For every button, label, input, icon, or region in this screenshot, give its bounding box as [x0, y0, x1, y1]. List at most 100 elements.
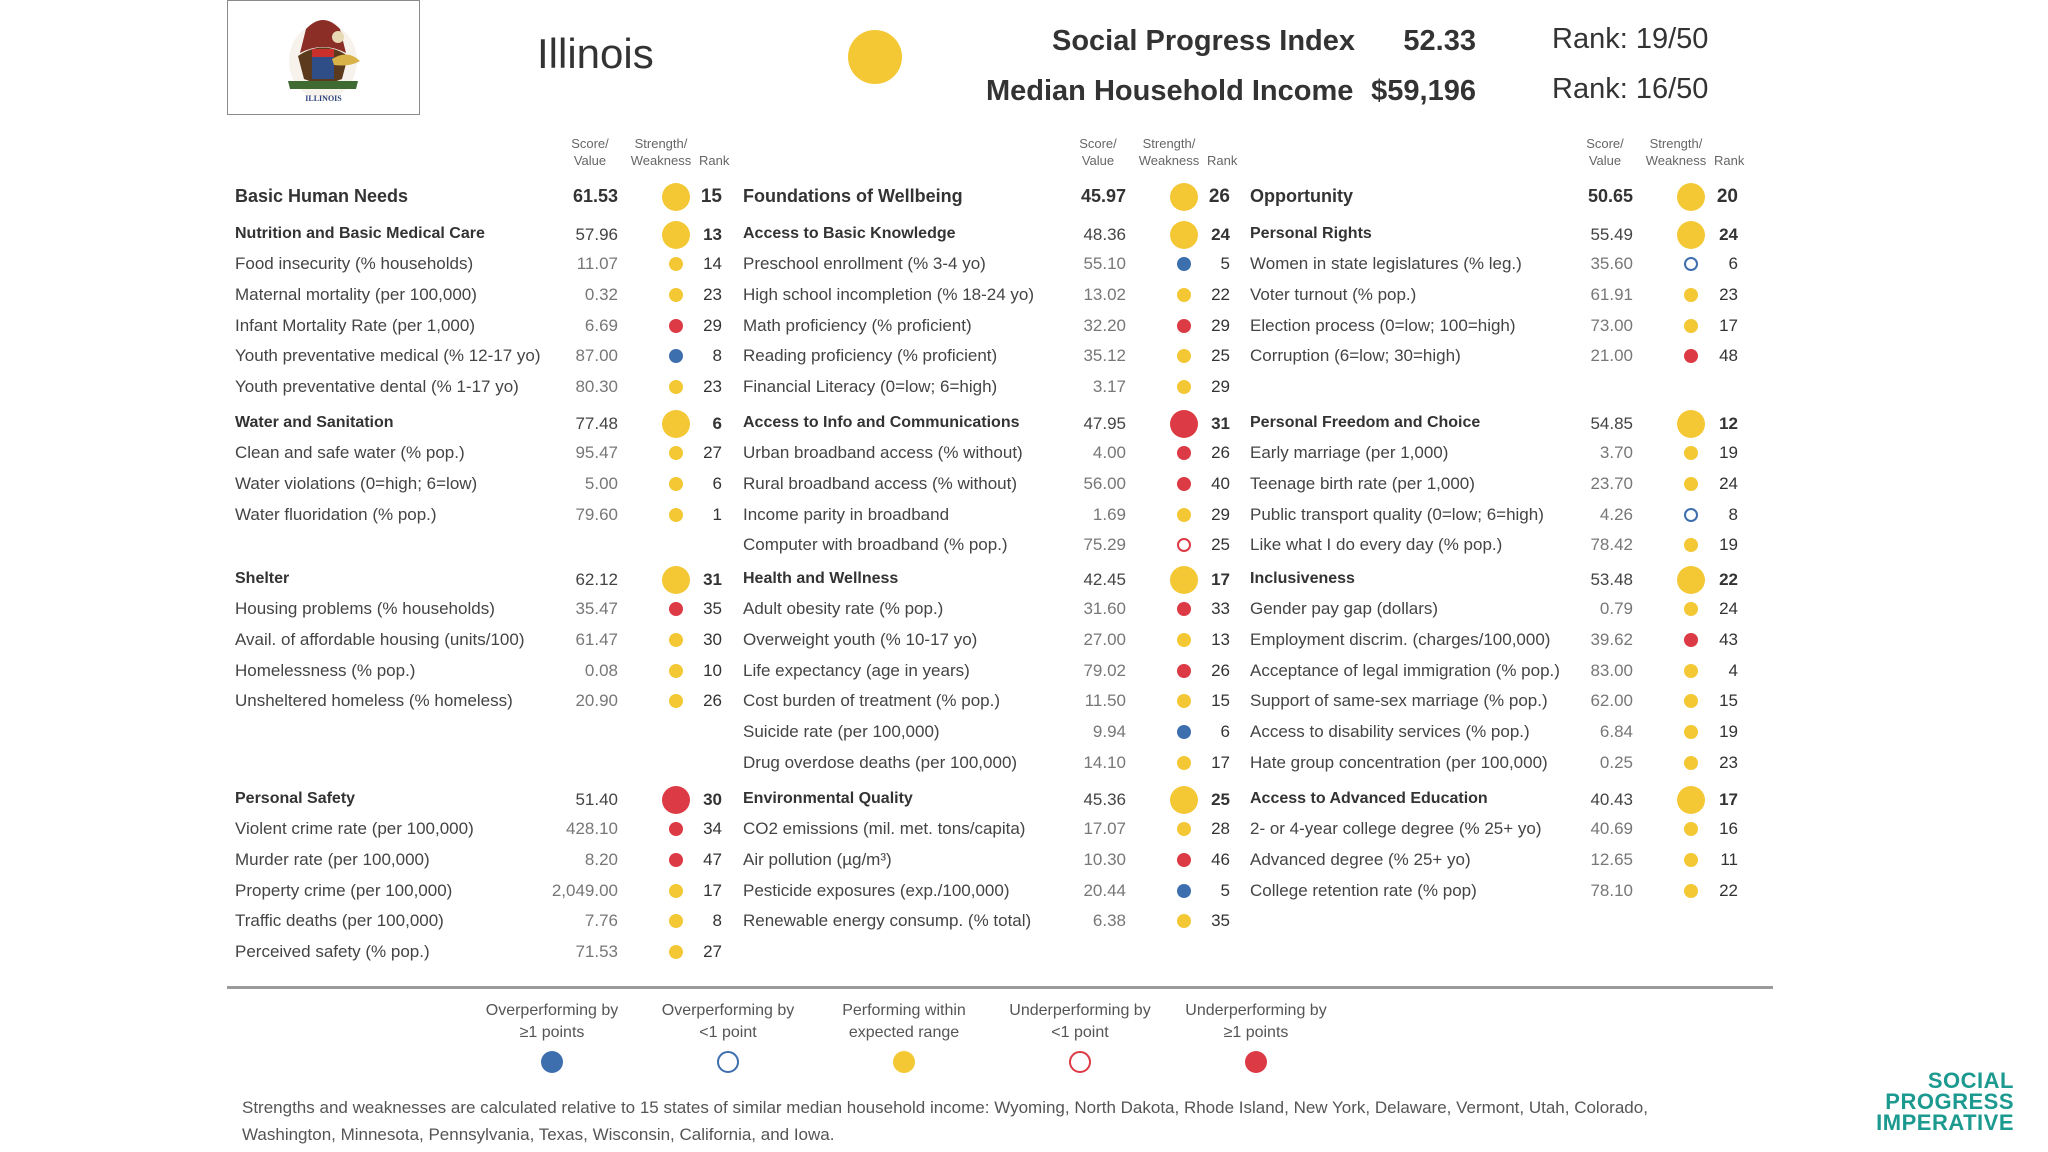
dimension-status-dot [1677, 183, 1705, 211]
indicator-value: 4.00 [1092, 443, 1126, 462]
indicator-status-dot [1684, 822, 1698, 836]
legend-label-line1: Overperforming by [485, 1002, 619, 1019]
indicator-rank: 29 [1211, 377, 1230, 397]
dimension-name: Foundations of Wellbeing [743, 186, 963, 206]
col-header-strength-l2: Weakness [1138, 153, 1200, 168]
indicator-status-dot [669, 349, 683, 364]
indicator-rank: 6 [1728, 254, 1738, 273]
indicator-value: 40.69 [1590, 819, 1633, 838]
indicator-rank: 16 [1719, 819, 1738, 838]
indicator-name: Voter turnout (% pop.) [1250, 284, 1417, 304]
indicator-rank: 17 [1211, 753, 1230, 772]
indicator-value: 79.02 [1083, 660, 1126, 680]
indicator-status-dot [1684, 756, 1698, 770]
indicator-name: Math proficiency (% proficient) [743, 315, 972, 335]
indicator-name: Housing problems (% households) [235, 599, 495, 618]
col-header-score-l1: Score/ [1586, 136, 1624, 151]
indicator-value: 3.17 [1092, 377, 1126, 397]
col-header-strength: Strength/Weakness [624, 135, 698, 169]
indicator-value: 80.30 [575, 377, 618, 397]
indicator-name: Advanced degree (% 25+ yo) [1250, 849, 1471, 869]
illinois-seal-icon [288, 20, 360, 99]
dimension-rank: 20 [1716, 186, 1738, 207]
indicator-value: 27.00 [1083, 629, 1126, 649]
indicator-status-dot [1684, 694, 1698, 709]
indicator-status-dot [669, 287, 683, 302]
indicator-status-dot [1684, 602, 1698, 616]
indicator-rank: 22 [1211, 284, 1230, 304]
indicator-value: 5.00 [584, 473, 618, 493]
indicator-value: 0.08 [584, 660, 618, 680]
col-header-strength-l1: Strength/ [1649, 136, 1703, 151]
indicator-value: 73.00 [1590, 315, 1633, 335]
indicator-rank: 46 [1211, 849, 1230, 869]
indicator-rank: 25 [1211, 346, 1230, 366]
indicator-rank: 23 [1719, 284, 1738, 304]
indicator-name: College retention rate (% pop) [1250, 880, 1477, 900]
indicator-name: Homelessness (% pop.) [235, 660, 416, 680]
legend-label: Underperforming by <1 point [990, 1000, 1170, 1044]
col-header-score-l2: Value [573, 153, 607, 168]
component-status-dot [1677, 786, 1705, 814]
indicator-value: 62.00 [1590, 691, 1633, 711]
indicator-name: Hate group concentration (per 100,000) [1250, 753, 1548, 772]
indicator-rank: 5 [1220, 254, 1230, 273]
indicator-rank: 19 [1719, 722, 1738, 742]
indicator-rank: 22 [1719, 880, 1738, 900]
indicator-status-dot [1177, 663, 1191, 678]
indicator-name: Infant Mortality Rate (per 1,000) [235, 315, 476, 335]
indicator-name: CO2 emissions (mil. met. tons/capita) [743, 819, 1026, 838]
indicator-rank: 11 [1720, 849, 1738, 869]
dimension-status-dot [662, 183, 690, 211]
indicator-status-dot [669, 663, 683, 678]
component-name: Personal Freedom and Choice [1250, 414, 1481, 431]
indicator-rank: 5 [1220, 880, 1230, 900]
indicator-status-dot [669, 632, 683, 647]
indicator-value: 35.47 [575, 599, 618, 618]
dimension-score: 45.97 [1080, 186, 1126, 206]
component-rank: 31 [703, 570, 722, 589]
legend-label-line1: Underperforming by [1009, 1002, 1151, 1019]
legend-dot [893, 1051, 915, 1073]
indicator-rank: 8 [1728, 504, 1738, 524]
indicator-status-dot [669, 694, 683, 709]
indicator-name: Life expectancy (age in years) [743, 660, 970, 680]
dimension-name: Basic Human Needs [235, 186, 409, 206]
legend-dot [1245, 1051, 1267, 1073]
indicator-value: 10.30 [1083, 849, 1126, 869]
legend-label-line2: ≥1 points [519, 1024, 585, 1041]
legend-label-line2: ≥1 points [1223, 1024, 1289, 1041]
indicator-status-dot [1177, 694, 1191, 709]
indicator-value: 39.62 [1590, 629, 1633, 649]
component-score: 45.36 [1083, 790, 1126, 809]
indicator-rank: 23 [703, 377, 722, 397]
indicator-value: 55.10 [1083, 254, 1126, 273]
indicator-name: Suicide rate (per 100,000) [743, 722, 940, 742]
indicator-value: 0.32 [584, 284, 618, 304]
legend-dot [717, 1051, 739, 1073]
indicator-status-dot [669, 945, 683, 960]
indicator-rank: 34 [703, 819, 722, 838]
component-name: Access to Info and Communications [743, 414, 1020, 431]
col-header-strength-l1: Strength/ [1142, 136, 1196, 151]
indicator-status-dot [1684, 507, 1698, 522]
component-name: Shelter [235, 570, 290, 587]
state-name: Illinois [537, 30, 654, 77]
indicator-status-dot [1684, 663, 1698, 678]
indicator-value: 35.60 [1590, 254, 1633, 273]
indicator-status-dot [669, 602, 683, 616]
seal-caption: ILLINOIS [305, 94, 342, 103]
spi-rank: Rank: 19/50 [1552, 23, 1709, 55]
indicator-rank: 4 [1728, 660, 1738, 680]
indicator-name: High school incompletion (% 18-24 yo) [743, 284, 1035, 304]
indicator-value: 17.07 [1083, 819, 1126, 838]
indicator-status-dot [1177, 287, 1191, 302]
indicator-status-dot [1177, 380, 1191, 395]
legend-dot [541, 1051, 563, 1073]
indicator-status-dot [669, 883, 683, 898]
component-status-dot [662, 410, 690, 438]
indicator-value: 31.60 [1083, 599, 1126, 618]
indicator-value: 428.10 [566, 819, 618, 838]
legend-dot [1069, 1051, 1091, 1073]
component-name: Nutrition and Basic Medical Care [235, 225, 485, 242]
